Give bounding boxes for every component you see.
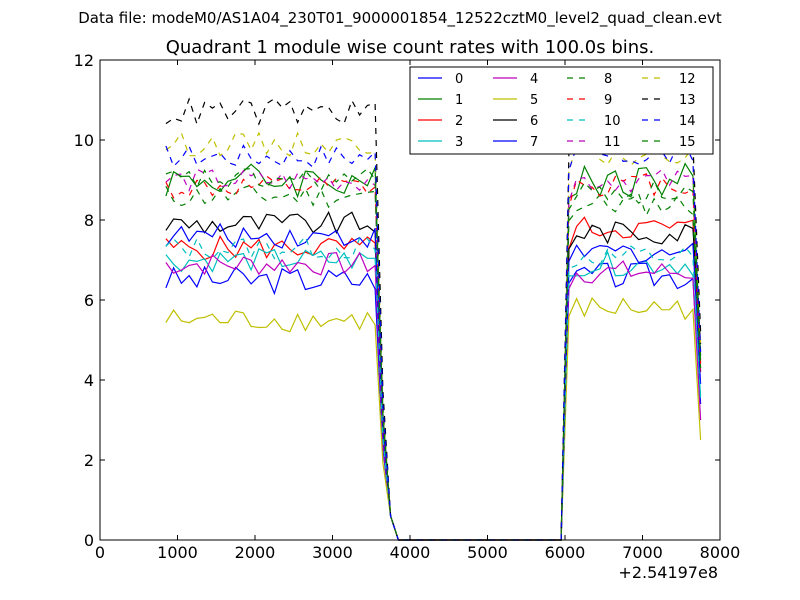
legend-label-3: 3 bbox=[455, 135, 463, 150]
legend-label-15: 15 bbox=[679, 135, 696, 150]
legend-label-5: 5 bbox=[530, 93, 538, 108]
y-tick-label: 6 bbox=[84, 291, 94, 310]
figure-suptitle: Data file: modeM0/AS1A04_230T01_90000018… bbox=[78, 9, 722, 28]
series-line-8 bbox=[165, 184, 702, 541]
x-tick-label: 4000 bbox=[390, 543, 431, 562]
legend-label-7: 7 bbox=[530, 135, 538, 150]
legend-label-2: 2 bbox=[455, 114, 463, 129]
legend-label-9: 9 bbox=[604, 93, 612, 108]
legend-label-12: 12 bbox=[679, 72, 696, 87]
legend-label-4: 4 bbox=[530, 72, 538, 87]
legend-label-8: 8 bbox=[604, 72, 612, 87]
x-tick-label: 5000 bbox=[467, 543, 508, 562]
legend-label-13: 13 bbox=[679, 93, 696, 108]
y-tick-label: 0 bbox=[84, 531, 94, 550]
x-axis: 0 1000 2000 3000 4000 5000 6000 7000 8000 bbox=[95, 60, 740, 562]
x-tick-label: 3000 bbox=[312, 543, 353, 562]
x-axis-offset-label: +2.54197e8 bbox=[618, 563, 718, 582]
legend-label-6: 6 bbox=[530, 114, 538, 129]
legend-label-1: 1 bbox=[455, 93, 463, 108]
x-tick-label: 1000 bbox=[157, 543, 198, 562]
x-tick-label: 8000 bbox=[700, 543, 741, 562]
legend-box bbox=[409, 66, 714, 155]
y-tick-label: 4 bbox=[84, 371, 94, 390]
legend-label-11: 11 bbox=[604, 135, 621, 150]
y-tick-label: 10 bbox=[74, 131, 94, 150]
chart-title: Quadrant 1 module wise count rates with … bbox=[166, 37, 655, 58]
y-tick-label: 8 bbox=[84, 211, 94, 230]
legend-label-0: 0 bbox=[455, 72, 463, 87]
x-tick-label: 6000 bbox=[545, 543, 586, 562]
y-tick-label: 12 bbox=[74, 51, 94, 70]
x-tick-label: 7000 bbox=[622, 543, 663, 562]
x-tick-label: 0 bbox=[95, 543, 105, 562]
series-line-15 bbox=[165, 167, 702, 541]
legend-label-14: 14 bbox=[679, 114, 696, 129]
legend-label-10: 10 bbox=[604, 114, 621, 129]
y-tick-label: 2 bbox=[84, 451, 94, 470]
x-tick-label: 2000 bbox=[235, 543, 276, 562]
